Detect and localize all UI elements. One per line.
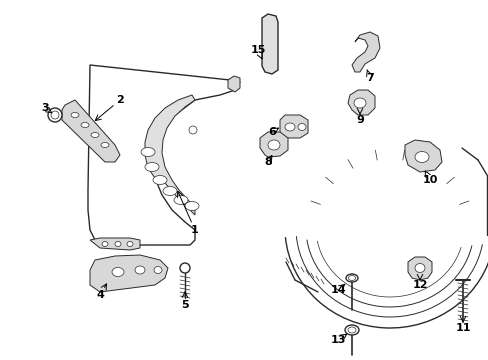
PathPatch shape [145, 95, 195, 215]
PathPatch shape [262, 14, 278, 74]
PathPatch shape [404, 140, 441, 172]
Text: 8: 8 [264, 157, 271, 167]
Text: 12: 12 [411, 280, 427, 290]
Ellipse shape [71, 113, 79, 117]
Ellipse shape [345, 325, 358, 335]
Ellipse shape [353, 98, 365, 108]
Text: 7: 7 [366, 73, 373, 83]
Ellipse shape [101, 143, 109, 148]
Ellipse shape [154, 266, 162, 274]
Ellipse shape [180, 263, 190, 273]
Ellipse shape [347, 327, 355, 333]
PathPatch shape [347, 90, 374, 115]
Text: 2: 2 [116, 95, 123, 105]
Ellipse shape [163, 186, 177, 195]
Ellipse shape [48, 108, 62, 122]
Ellipse shape [189, 126, 197, 134]
Text: 3: 3 [41, 103, 49, 113]
PathPatch shape [351, 32, 379, 72]
PathPatch shape [260, 132, 287, 157]
Ellipse shape [297, 123, 305, 131]
Ellipse shape [348, 275, 355, 280]
Text: 9: 9 [355, 115, 363, 125]
Ellipse shape [346, 274, 357, 282]
Ellipse shape [174, 195, 187, 204]
PathPatch shape [280, 115, 307, 138]
Text: 4: 4 [96, 290, 104, 300]
Text: 5: 5 [181, 300, 188, 310]
Ellipse shape [145, 162, 159, 171]
Ellipse shape [285, 123, 294, 131]
Ellipse shape [112, 267, 124, 276]
Ellipse shape [267, 140, 280, 150]
Text: 1: 1 [191, 225, 199, 235]
Text: 11: 11 [454, 323, 470, 333]
Ellipse shape [115, 242, 121, 247]
Text: 10: 10 [422, 175, 437, 185]
Ellipse shape [141, 148, 155, 157]
Ellipse shape [91, 132, 99, 138]
PathPatch shape [88, 65, 240, 245]
Ellipse shape [135, 266, 145, 274]
PathPatch shape [62, 100, 120, 162]
PathPatch shape [90, 238, 140, 250]
PathPatch shape [407, 257, 431, 280]
Text: 15: 15 [250, 45, 265, 55]
Ellipse shape [102, 242, 108, 247]
Text: 6: 6 [267, 127, 275, 137]
Ellipse shape [184, 202, 199, 211]
Ellipse shape [127, 242, 133, 247]
Ellipse shape [81, 122, 89, 127]
Ellipse shape [414, 264, 424, 273]
Ellipse shape [153, 176, 167, 185]
Text: 13: 13 [329, 335, 345, 345]
PathPatch shape [227, 76, 240, 92]
Ellipse shape [51, 111, 59, 119]
Text: 14: 14 [329, 285, 345, 295]
PathPatch shape [90, 255, 168, 292]
Ellipse shape [414, 152, 428, 162]
